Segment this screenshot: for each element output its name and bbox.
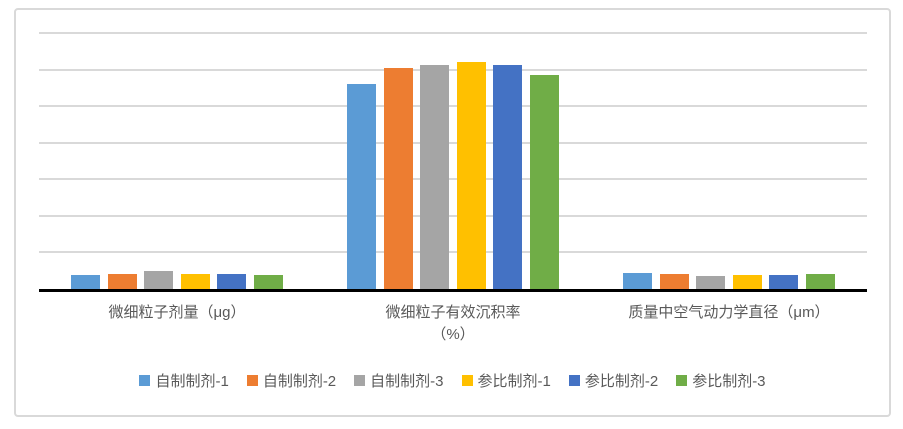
gridline-70 bbox=[39, 32, 867, 34]
bar-series3-category3[interactable] bbox=[696, 275, 726, 289]
bar-series6-category2[interactable] bbox=[529, 75, 559, 289]
bar-series5-category2[interactable] bbox=[493, 65, 523, 289]
gridline-40 bbox=[39, 141, 867, 144]
legend: 自制制剂-1 自制制剂-2 自制制剂-3 参比制剂-1 参比制剂-2 参比制剂-3 bbox=[16, 370, 889, 391]
plot-area bbox=[39, 32, 867, 289]
legend-item-3[interactable]: 自制制剂-3 bbox=[354, 370, 444, 391]
category-label-2: 微细粒子有效沉积率 （%） bbox=[315, 302, 591, 346]
legend-label: 参比制剂-3 bbox=[692, 373, 766, 390]
legend-swatch-icon bbox=[461, 375, 473, 386]
legend-swatch-icon bbox=[354, 375, 366, 386]
bar-series4-category1[interactable] bbox=[180, 274, 210, 289]
bar-series2-category3[interactable] bbox=[659, 274, 689, 289]
bar-series1-category3[interactable] bbox=[623, 272, 653, 289]
legend-item-6[interactable]: 参比制剂-3 bbox=[676, 370, 766, 391]
gridline-10 bbox=[39, 251, 867, 254]
category-label-line: （%） bbox=[431, 326, 475, 343]
legend-swatch-icon bbox=[246, 375, 258, 386]
x-axis-category-labels: 微细粒子剂量（μg） 微细粒子有效沉积率 （%） 质量中空气动力学直径（μm） bbox=[39, 302, 867, 346]
legend-swatch-icon bbox=[139, 375, 151, 386]
legend-label: 参比制剂-1 bbox=[477, 373, 551, 390]
gridline-30 bbox=[39, 178, 867, 181]
legend-item-4[interactable]: 参比制剂-1 bbox=[461, 370, 551, 391]
bar-series1-category1[interactable] bbox=[71, 275, 101, 289]
bar-series5-category1[interactable] bbox=[217, 274, 247, 289]
bar-series6-category1[interactable] bbox=[253, 275, 283, 289]
legend-item-5[interactable]: 参比制剂-2 bbox=[568, 370, 659, 391]
legend-label: 自制制剂-1 bbox=[155, 373, 229, 390]
gridline-20 bbox=[39, 214, 867, 217]
legend-item-1[interactable]: 自制制剂-1 bbox=[139, 370, 229, 391]
category-label-line: 微细粒子剂量（μg） bbox=[108, 304, 246, 321]
legend-label: 自制制剂-2 bbox=[262, 373, 337, 390]
x-axis-line bbox=[39, 289, 867, 292]
bar-series5-category3[interactable] bbox=[769, 275, 799, 289]
category-label-line: 质量中空气动力学直径（μm） bbox=[628, 304, 830, 321]
bar-series1-category2[interactable] bbox=[347, 84, 377, 289]
bar-series4-category2[interactable] bbox=[456, 61, 486, 289]
legend-label: 自制制剂-3 bbox=[370, 373, 444, 390]
bar-series4-category3[interactable] bbox=[732, 275, 762, 289]
legend-swatch-icon bbox=[568, 375, 580, 386]
category-label-1: 微细粒子剂量（μg） bbox=[39, 302, 315, 346]
category-label-3: 质量中空气动力学直径（μm） bbox=[591, 302, 867, 346]
chart-frame[interactable]: 微细粒子剂量（μg） 微细粒子有效沉积率 （%） 质量中空气动力学直径（μm） 自制制… bbox=[14, 8, 891, 417]
legend-item-2[interactable]: 自制制剂-2 bbox=[246, 370, 337, 391]
bar-series6-category3[interactable] bbox=[805, 274, 835, 289]
bar-series2-category1[interactable] bbox=[107, 274, 137, 289]
gridline-60 bbox=[39, 68, 867, 71]
gridline-50 bbox=[39, 105, 867, 108]
bar-series3-category2[interactable] bbox=[420, 65, 450, 289]
category-label-line: 微细粒子有效沉积率 bbox=[385, 304, 521, 321]
bar-series2-category2[interactable] bbox=[383, 68, 413, 289]
legend-swatch-icon bbox=[676, 375, 688, 386]
bar-series3-category1[interactable] bbox=[144, 271, 174, 289]
legend-label: 参比制剂-2 bbox=[584, 373, 659, 390]
